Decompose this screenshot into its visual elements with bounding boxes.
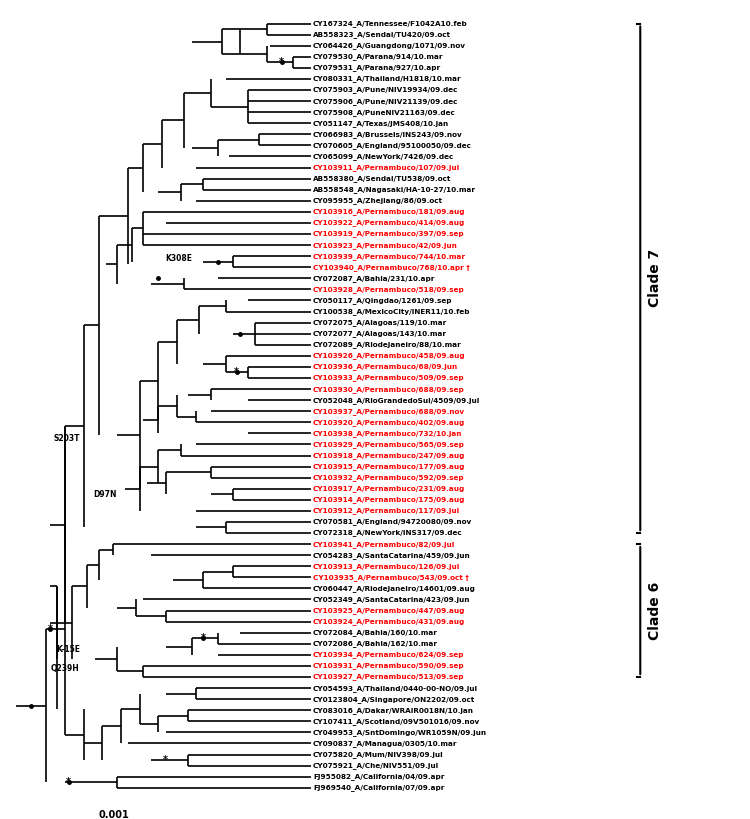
Text: CY052349_A/SantaCatarina/423/09.jun: CY052349_A/SantaCatarina/423/09.jun <box>313 596 470 603</box>
Text: CY103915_A/Pernambuco/177/09.aug: CY103915_A/Pernambuco/177/09.aug <box>313 463 465 470</box>
Text: CY060447_A/RiodeJaneiro/14601/09.aug: CY060447_A/RiodeJaneiro/14601/09.aug <box>313 585 476 592</box>
Text: CY065099_A/NewYork/7426/09.dec: CY065099_A/NewYork/7426/09.dec <box>313 153 454 160</box>
Text: CY103935_A/Pernambuco/543/09.oct †: CY103935_A/Pernambuco/543/09.oct † <box>313 574 469 581</box>
Text: CY090837_A/Managua/0305/10.mar: CY090837_A/Managua/0305/10.mar <box>313 740 458 747</box>
Text: *: * <box>66 777 71 787</box>
Text: AB558380_A/Sendai/TU538/09.oct: AB558380_A/Sendai/TU538/09.oct <box>313 175 452 182</box>
Text: CY103938_A/Pernambuco/732/10.jan: CY103938_A/Pernambuco/732/10.jan <box>313 430 463 437</box>
Text: Q239H: Q239H <box>51 663 80 672</box>
Text: CY103922_A/Pernambuco/414/09.aug: CY103922_A/Pernambuco/414/09.aug <box>313 219 465 226</box>
Text: CY064426_A/Guangdong/1071/09.nov: CY064426_A/Guangdong/1071/09.nov <box>313 43 466 49</box>
Text: *: * <box>201 633 206 643</box>
Text: CY049953_A/SntDomingo/WR1059N/09.jun: CY049953_A/SntDomingo/WR1059N/09.jun <box>313 729 487 735</box>
Text: CY103932_A/Pernambuco/592/09.sep: CY103932_A/Pernambuco/592/09.sep <box>313 474 464 481</box>
Text: CY070605_A/England/95100050/09.dec: CY070605_A/England/95100050/09.dec <box>313 142 472 149</box>
Text: CY072075_A/Alagoas/119/10.mar: CY072075_A/Alagoas/119/10.mar <box>313 319 447 326</box>
Text: CY103930_A/Pernambuco/688/09.sep: CY103930_A/Pernambuco/688/09.sep <box>313 386 465 392</box>
Text: K-15E: K-15E <box>56 645 80 654</box>
Text: AB558323_A/Sendai/TU420/09.oct: AB558323_A/Sendai/TU420/09.oct <box>313 31 451 38</box>
Text: CY103918_A/Pernambuco/247/09.aug: CY103918_A/Pernambuco/247/09.aug <box>313 452 465 459</box>
Text: CY083016_A/Dakar/WRAIR0018N/10.jan: CY083016_A/Dakar/WRAIR0018N/10.jan <box>313 707 474 713</box>
Text: CY103941_A/Pernambuco/82/09.jul: CY103941_A/Pernambuco/82/09.jul <box>313 541 455 548</box>
Text: CY103928_A/Pernambuco/518/09.sep: CY103928_A/Pernambuco/518/09.sep <box>313 286 465 293</box>
Text: CY103923_A/Pernambuco/42/09.jun: CY103923_A/Pernambuco/42/09.jun <box>313 242 458 248</box>
Text: CY103916_A/Pernambuco/181/09.aug: CY103916_A/Pernambuco/181/09.aug <box>313 208 466 215</box>
Text: CY080331_A/Thailand/H1818/10.mar: CY080331_A/Thailand/H1818/10.mar <box>313 75 461 83</box>
Text: *: * <box>164 755 168 765</box>
Text: FJ969540_A/California/07/09.apr: FJ969540_A/California/07/09.apr <box>313 785 444 791</box>
Text: CY075906_A/Pune/NIV21139/09.dec: CY075906_A/Pune/NIV21139/09.dec <box>313 97 458 105</box>
Text: CY100538_A/MexicoCity/INER11/10.feb: CY100538_A/MexicoCity/INER11/10.feb <box>313 308 470 315</box>
Text: CY103913_A/Pernambuco/126/09.jul: CY103913_A/Pernambuco/126/09.jul <box>313 563 460 570</box>
Text: CY103920_A/Pernambuco/402/09.aug: CY103920_A/Pernambuco/402/09.aug <box>313 419 465 426</box>
Text: CY072087_A/Bahia/231/10.apr: CY072087_A/Bahia/231/10.apr <box>313 275 435 282</box>
Text: CY072318_A/NewYork/INS317/09.dec: CY072318_A/NewYork/INS317/09.dec <box>313 530 463 536</box>
Text: CY103914_A/Pernambuco/175/09.aug: CY103914_A/Pernambuco/175/09.aug <box>313 496 465 503</box>
Text: CY103926_A/Pernambuco/458/09.aug: CY103926_A/Pernambuco/458/09.aug <box>313 352 466 360</box>
Text: CY075903_A/Pune/NIV19934/09.dec: CY075903_A/Pune/NIV19934/09.dec <box>313 87 458 93</box>
Text: CY103936_A/Pernambuco/68/09.jun: CY103936_A/Pernambuco/68/09.jun <box>313 364 458 370</box>
Text: CY103931_A/Pernambuco/590/09.sep: CY103931_A/Pernambuco/590/09.sep <box>313 663 464 669</box>
Text: 0.001: 0.001 <box>99 810 130 819</box>
Text: CY103917_A/Pernambuco/231/09.aug: CY103917_A/Pernambuco/231/09.aug <box>313 486 465 492</box>
Text: CY103934_A/Pernambuco/624/09.sep: CY103934_A/Pernambuco/624/09.sep <box>313 651 464 658</box>
Text: CY103929_A/Pernambuco/565/09.sep: CY103929_A/Pernambuco/565/09.sep <box>313 441 465 448</box>
Text: K308E: K308E <box>165 254 192 263</box>
Text: CY072084_A/Bahia/160/10.mar: CY072084_A/Bahia/160/10.mar <box>313 629 438 636</box>
Text: Clade 7: Clade 7 <box>648 249 662 307</box>
Text: CY051147_A/Texas/JMS408/10.jan: CY051147_A/Texas/JMS408/10.jan <box>313 120 449 127</box>
Text: CY075908_A/PuneNIV21163/09.dec: CY075908_A/PuneNIV21163/09.dec <box>313 109 456 115</box>
Text: CY079531_A/Parana/927/10.apr: CY079531_A/Parana/927/10.apr <box>313 65 441 71</box>
Text: CY066983_A/Brussels/INS243/09.nov: CY066983_A/Brussels/INS243/09.nov <box>313 131 463 138</box>
Text: CY075820_A/Mum/NIV398/09.jul: CY075820_A/Mum/NIV398/09.jul <box>313 751 443 758</box>
Text: CY072077_A/Alagoas/143/10.mar: CY072077_A/Alagoas/143/10.mar <box>313 330 447 337</box>
Text: *: * <box>234 368 239 378</box>
Text: CY075921_A/Che/NIV551/09.jul: CY075921_A/Che/NIV551/09.jul <box>313 762 439 769</box>
Text: CY107411_A/Scotland/09V501016/09.nov: CY107411_A/Scotland/09V501016/09.nov <box>313 717 480 725</box>
Text: CY054283_A/SantaCatarina/459/09.jun: CY054283_A/SantaCatarina/459/09.jun <box>313 552 471 559</box>
Text: CY103939_A/Pernambuco/744/10.mar: CY103939_A/Pernambuco/744/10.mar <box>313 253 466 260</box>
Text: CY072086_A/Bahia/162/10.mar: CY072086_A/Bahia/162/10.mar <box>313 640 438 647</box>
Text: *: * <box>279 57 284 67</box>
Text: CY079530_A/Parana/914/10.mar: CY079530_A/Parana/914/10.mar <box>313 53 443 61</box>
Text: CY103927_A/Pernambuco/513/09.sep: CY103927_A/Pernambuco/513/09.sep <box>313 673 464 681</box>
Text: CY103937_A/Pernambuco/688/09.nov: CY103937_A/Pernambuco/688/09.nov <box>313 408 465 414</box>
Text: FJ955082_A/California/04/09.apr: FJ955082_A/California/04/09.apr <box>313 773 444 781</box>
Text: CY103940_A/Pernambuco/768/10.apr †: CY103940_A/Pernambuco/768/10.apr † <box>313 264 470 270</box>
Text: CY103925_A/Pernambuco/447/09.aug: CY103925_A/Pernambuco/447/09.aug <box>313 607 465 614</box>
Text: CY167324_A/Tennessee/F1042A10.feb: CY167324_A/Tennessee/F1042A10.feb <box>313 20 468 27</box>
Text: CY072089_A/RiodeJaneiro/88/10.mar: CY072089_A/RiodeJaneiro/88/10.mar <box>313 342 462 348</box>
Text: CY103919_A/Pernambuco/397/09.sep: CY103919_A/Pernambuco/397/09.sep <box>313 230 464 238</box>
Text: CY103912_A/Pernambuco/117/09.jul: CY103912_A/Pernambuco/117/09.jul <box>313 508 460 514</box>
Text: Clade 6: Clade 6 <box>648 581 662 640</box>
Text: CY050117_A/Qingdao/1261/09.sep: CY050117_A/Qingdao/1261/09.sep <box>313 297 452 304</box>
Text: CY103933_A/Pernambuco/509/09.sep: CY103933_A/Pernambuco/509/09.sep <box>313 374 464 382</box>
Text: *: * <box>47 624 53 635</box>
Text: CY0123804_A/Singapore/ON2202/09.oct: CY0123804_A/Singapore/ON2202/09.oct <box>313 695 476 703</box>
Text: CY052048_A/RioGrandedoSul/4509/09.jul: CY052048_A/RioGrandedoSul/4509/09.jul <box>313 396 480 404</box>
Text: CY070581_A/England/94720080/09.nov: CY070581_A/England/94720080/09.nov <box>313 518 472 526</box>
Text: CY095955_A/Zhejiang/86/09.oct: CY095955_A/Zhejiang/86/09.oct <box>313 197 443 204</box>
Text: CY103911_A/Pernambuco/107/09.jul: CY103911_A/Pernambuco/107/09.jul <box>313 164 460 171</box>
Text: D97N: D97N <box>94 490 117 499</box>
Text: AB558548_A/Nagasaki/HA-10-27/10.mar: AB558548_A/Nagasaki/HA-10-27/10.mar <box>313 186 476 193</box>
Text: CY103924_A/Pernambuco/431/09.aug: CY103924_A/Pernambuco/431/09.aug <box>313 618 465 625</box>
Text: S203T: S203T <box>53 434 80 443</box>
Text: CY054593_A/Thailand/0440-00-NO/09.jul: CY054593_A/Thailand/0440-00-NO/09.jul <box>313 685 478 691</box>
